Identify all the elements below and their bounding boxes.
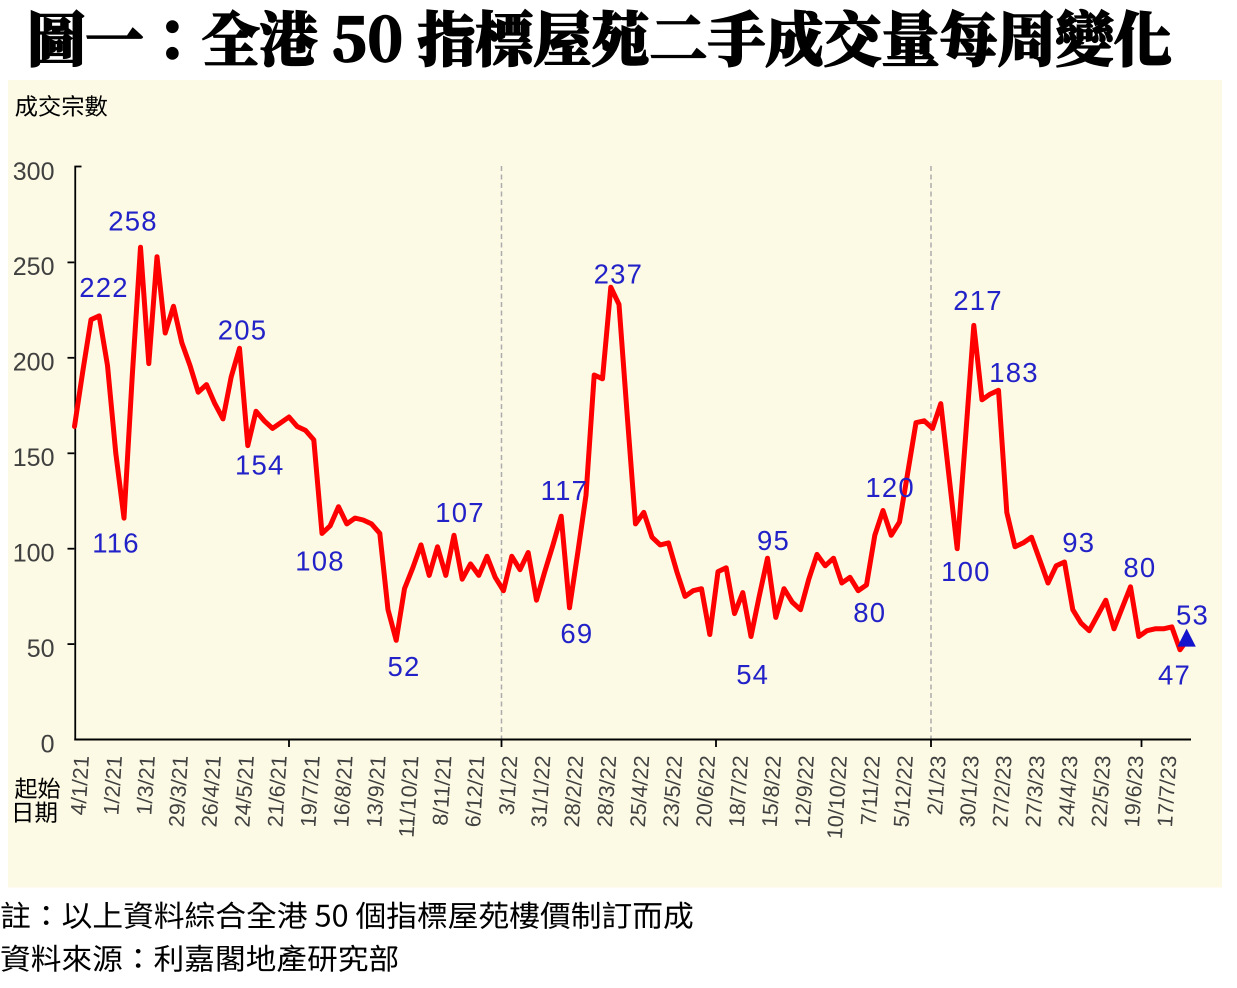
svg-text:7/11/22: 7/11/22 (857, 755, 885, 826)
svg-text:4/1/21: 4/1/21 (66, 755, 94, 816)
svg-text:205: 205 (218, 315, 267, 346)
svg-text:22/5/23: 22/5/23 (1087, 755, 1115, 828)
svg-text:3/1/22: 3/1/22 (495, 755, 523, 816)
svg-text:50: 50 (27, 635, 55, 663)
svg-text:107: 107 (435, 497, 484, 528)
svg-text:1/2/21: 1/2/21 (99, 755, 127, 816)
svg-text:300: 300 (13, 158, 55, 186)
svg-text:100: 100 (941, 556, 990, 587)
svg-text:1/3/21: 1/3/21 (132, 755, 160, 816)
svg-text:69: 69 (560, 618, 593, 649)
svg-text:250: 250 (13, 253, 55, 281)
svg-text:20/6/22: 20/6/22 (692, 755, 720, 828)
svg-text:237: 237 (594, 259, 643, 290)
svg-text:28/2/22: 28/2/22 (560, 755, 588, 828)
svg-text:258: 258 (108, 206, 157, 237)
svg-text:5/12/22: 5/12/22 (889, 755, 917, 828)
svg-text:23/5/22: 23/5/22 (659, 755, 687, 828)
svg-text:19/7/21: 19/7/21 (296, 755, 324, 828)
svg-text:116: 116 (92, 528, 139, 559)
svg-text:217: 217 (953, 285, 1002, 316)
svg-text:26/4/21: 26/4/21 (197, 755, 225, 828)
svg-text:200: 200 (13, 349, 55, 377)
svg-text:52: 52 (388, 651, 421, 682)
svg-text:2/1/23: 2/1/23 (923, 755, 951, 816)
svg-text:47: 47 (1158, 660, 1191, 691)
svg-text:18/7/22: 18/7/22 (725, 755, 753, 828)
svg-text:117: 117 (541, 475, 588, 506)
svg-text:53: 53 (1176, 600, 1209, 631)
svg-text:95: 95 (757, 525, 790, 556)
svg-text:6/12/21: 6/12/21 (461, 755, 489, 828)
svg-text:16/8/21: 16/8/21 (329, 755, 357, 828)
svg-text:24/5/21: 24/5/21 (230, 755, 258, 828)
svg-text:27/2/23: 27/2/23 (988, 755, 1016, 828)
svg-text:108: 108 (295, 546, 344, 577)
svg-text:11/10/21: 11/10/21 (395, 755, 424, 838)
svg-text:24/4/23: 24/4/23 (1054, 755, 1082, 828)
svg-text:222: 222 (79, 272, 128, 303)
svg-text:25/4/22: 25/4/22 (626, 755, 654, 828)
svg-text:8/11/21: 8/11/21 (428, 755, 456, 826)
svg-text:27/3/23: 27/3/23 (1021, 755, 1049, 828)
svg-text:15/8/22: 15/8/22 (758, 755, 786, 828)
svg-text:28/3/22: 28/3/22 (593, 755, 621, 828)
svg-text:150: 150 (13, 444, 55, 472)
svg-text:80: 80 (1123, 552, 1156, 583)
svg-text:21/6/21: 21/6/21 (263, 755, 291, 828)
svg-text:31/1/22: 31/1/22 (527, 755, 555, 828)
svg-text:120: 120 (865, 472, 914, 503)
svg-text:10/10/22: 10/10/22 (823, 755, 852, 840)
svg-text:154: 154 (235, 450, 284, 481)
svg-text:80: 80 (853, 597, 886, 628)
svg-text:29/3/21: 29/3/21 (165, 755, 193, 828)
svg-text:19/6/23: 19/6/23 (1120, 755, 1148, 828)
svg-text:54: 54 (736, 659, 769, 690)
svg-text:93: 93 (1062, 527, 1095, 558)
svg-text:30/1/23: 30/1/23 (955, 755, 983, 828)
svg-text:17/7/23: 17/7/23 (1153, 755, 1181, 828)
svg-text:183: 183 (989, 357, 1038, 388)
svg-text:13/9/21: 13/9/21 (362, 755, 390, 828)
svg-text:12/9/22: 12/9/22 (791, 755, 819, 828)
svg-text:0: 0 (41, 730, 55, 758)
svg-text:100: 100 (13, 540, 55, 568)
